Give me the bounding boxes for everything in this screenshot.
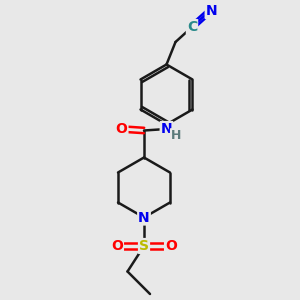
Text: H: H [171, 129, 181, 142]
Text: N: N [161, 122, 172, 136]
Text: C: C [187, 20, 197, 34]
Text: O: O [116, 122, 128, 136]
Text: O: O [111, 239, 123, 253]
Text: O: O [165, 239, 177, 253]
Text: N: N [206, 4, 217, 18]
Text: S: S [139, 239, 149, 253]
Text: N: N [138, 211, 150, 224]
